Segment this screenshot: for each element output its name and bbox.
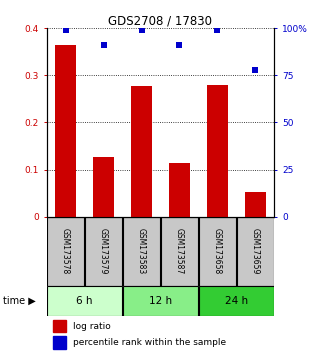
Text: GSM173587: GSM173587	[175, 228, 184, 274]
Bar	[93, 157, 114, 217]
Text: log ratio: log ratio	[73, 322, 110, 331]
Text: 6 h: 6 h	[76, 296, 93, 306]
Text: GSM173578: GSM173578	[61, 228, 70, 274]
Text: GSM173658: GSM173658	[213, 228, 222, 274]
Bar	[55, 45, 76, 217]
Text: time ▶: time ▶	[3, 296, 36, 306]
Point	[139, 27, 144, 33]
Bar	[123, 217, 160, 286]
Bar	[199, 217, 236, 286]
Point	[63, 27, 68, 33]
Point	[177, 42, 182, 48]
Text: percentile rank within the sample: percentile rank within the sample	[73, 338, 226, 347]
Bar	[199, 286, 274, 316]
Bar	[207, 85, 228, 217]
Text: GSM173579: GSM173579	[99, 228, 108, 275]
Point	[253, 67, 258, 73]
Text: 24 h: 24 h	[225, 296, 248, 306]
Bar	[237, 217, 274, 286]
Text: GSM173659: GSM173659	[251, 228, 260, 275]
Bar	[53, 320, 66, 332]
Point	[101, 42, 106, 48]
Bar	[53, 336, 66, 349]
Text: GSM173583: GSM173583	[137, 228, 146, 274]
Bar	[47, 286, 122, 316]
Bar	[131, 86, 152, 217]
Bar	[161, 217, 198, 286]
Bar	[85, 217, 122, 286]
Bar	[169, 163, 190, 217]
Bar	[123, 286, 198, 316]
Bar	[245, 192, 266, 217]
Bar	[47, 217, 84, 286]
Text: 12 h: 12 h	[149, 296, 172, 306]
Point	[215, 27, 220, 33]
Title: GDS2708 / 17830: GDS2708 / 17830	[108, 14, 213, 27]
